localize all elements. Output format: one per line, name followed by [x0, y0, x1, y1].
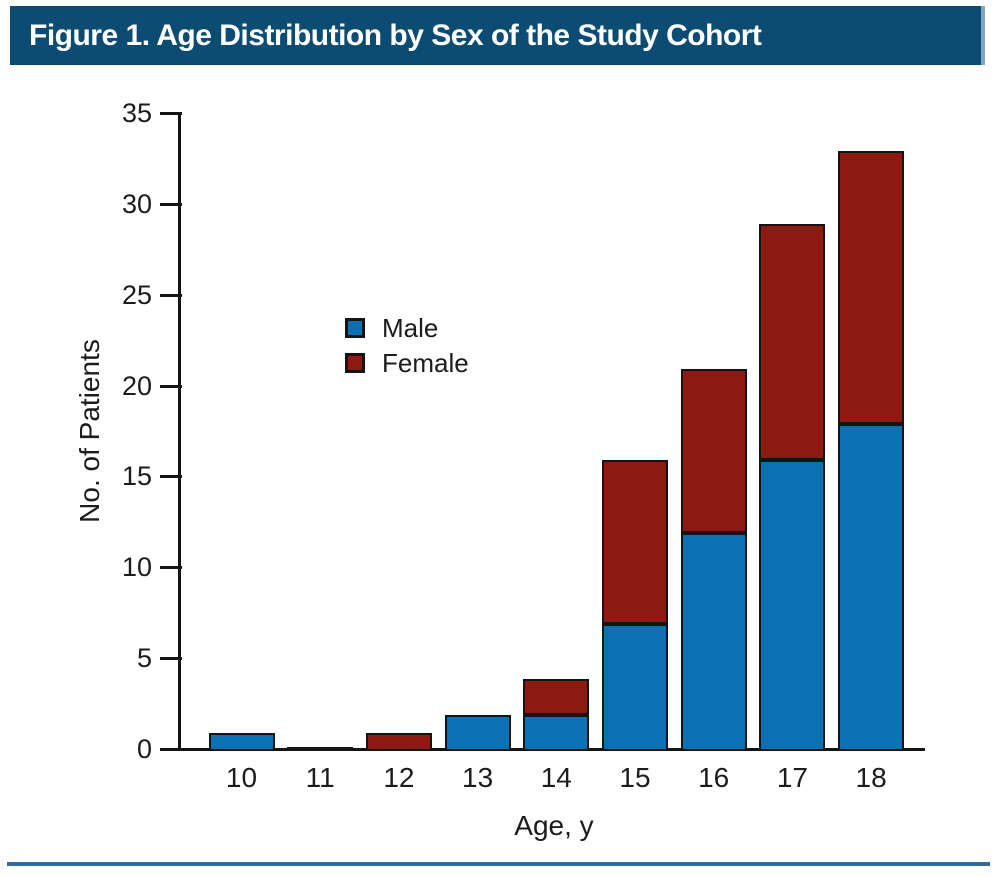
y-tick: [160, 112, 182, 116]
bar-segment-female: [838, 151, 905, 424]
legend-label-female: Female: [382, 347, 469, 378]
bar-segment-male: [838, 424, 905, 751]
bar-segment-male: [208, 733, 275, 751]
y-tick-label: 5: [136, 643, 152, 674]
bar-segment-female: [523, 679, 590, 715]
y-tick-label: 10: [121, 552, 152, 583]
x-tick-label: 15: [619, 762, 651, 793]
bar-segment-female: [680, 369, 747, 533]
y-tick: [160, 475, 182, 479]
bar-segment-male: [444, 715, 511, 751]
figure-title-bar: Figure 1. Age Distribution by Sex of the…: [10, 6, 985, 65]
x-tick-label: 12: [383, 762, 415, 793]
y-tick-label: 35: [121, 98, 152, 129]
y-tick: [160, 293, 182, 297]
x-tick-label: 18: [855, 762, 887, 793]
bar-segment-male: [680, 533, 747, 751]
legend-item-female: Female: [345, 348, 469, 378]
y-tick: [160, 657, 182, 661]
y-tick: [160, 384, 182, 388]
x-tick-label: 16: [698, 762, 730, 793]
x-tick-label: 13: [462, 762, 494, 793]
y-tick: [160, 566, 182, 570]
bar-segment-female: [759, 224, 826, 460]
bar-segment-male: [602, 624, 668, 751]
x-tick-label: 14: [540, 762, 572, 793]
female-color-swatch-icon: [345, 353, 365, 373]
y-tick-label: 20: [121, 370, 152, 401]
bar-segment-female: [365, 733, 432, 751]
y-tick: [160, 748, 182, 751]
y-axis-label: No. of Patients: [74, 339, 105, 523]
zero-height-bar: [287, 747, 354, 751]
x-tick-label: 17: [776, 762, 808, 793]
y-axis-line: [178, 112, 181, 751]
y-tick-label: 30: [121, 188, 152, 219]
bar-segment-male: [759, 460, 826, 751]
x-axis-label: Age, y: [514, 810, 594, 841]
y-tick-label: 25: [121, 279, 152, 310]
x-tick-label: 10: [225, 762, 258, 793]
y-tick-label: 0: [136, 734, 152, 764]
x-tick-label: 11: [305, 762, 335, 793]
figure-title: Figure 1. Age Distribution by Sex of the…: [29, 18, 762, 52]
legend-label-male: Male: [382, 312, 439, 343]
bar-segment-female: [602, 460, 668, 624]
legend: Male Female: [345, 313, 469, 383]
legend-item-male: Male: [345, 313, 469, 343]
y-tick: [160, 202, 182, 206]
male-color-swatch-icon: [345, 318, 365, 338]
y-tick-label: 15: [121, 461, 152, 492]
bottom-rule: [7, 862, 990, 866]
bar-segment-male: [523, 715, 590, 751]
